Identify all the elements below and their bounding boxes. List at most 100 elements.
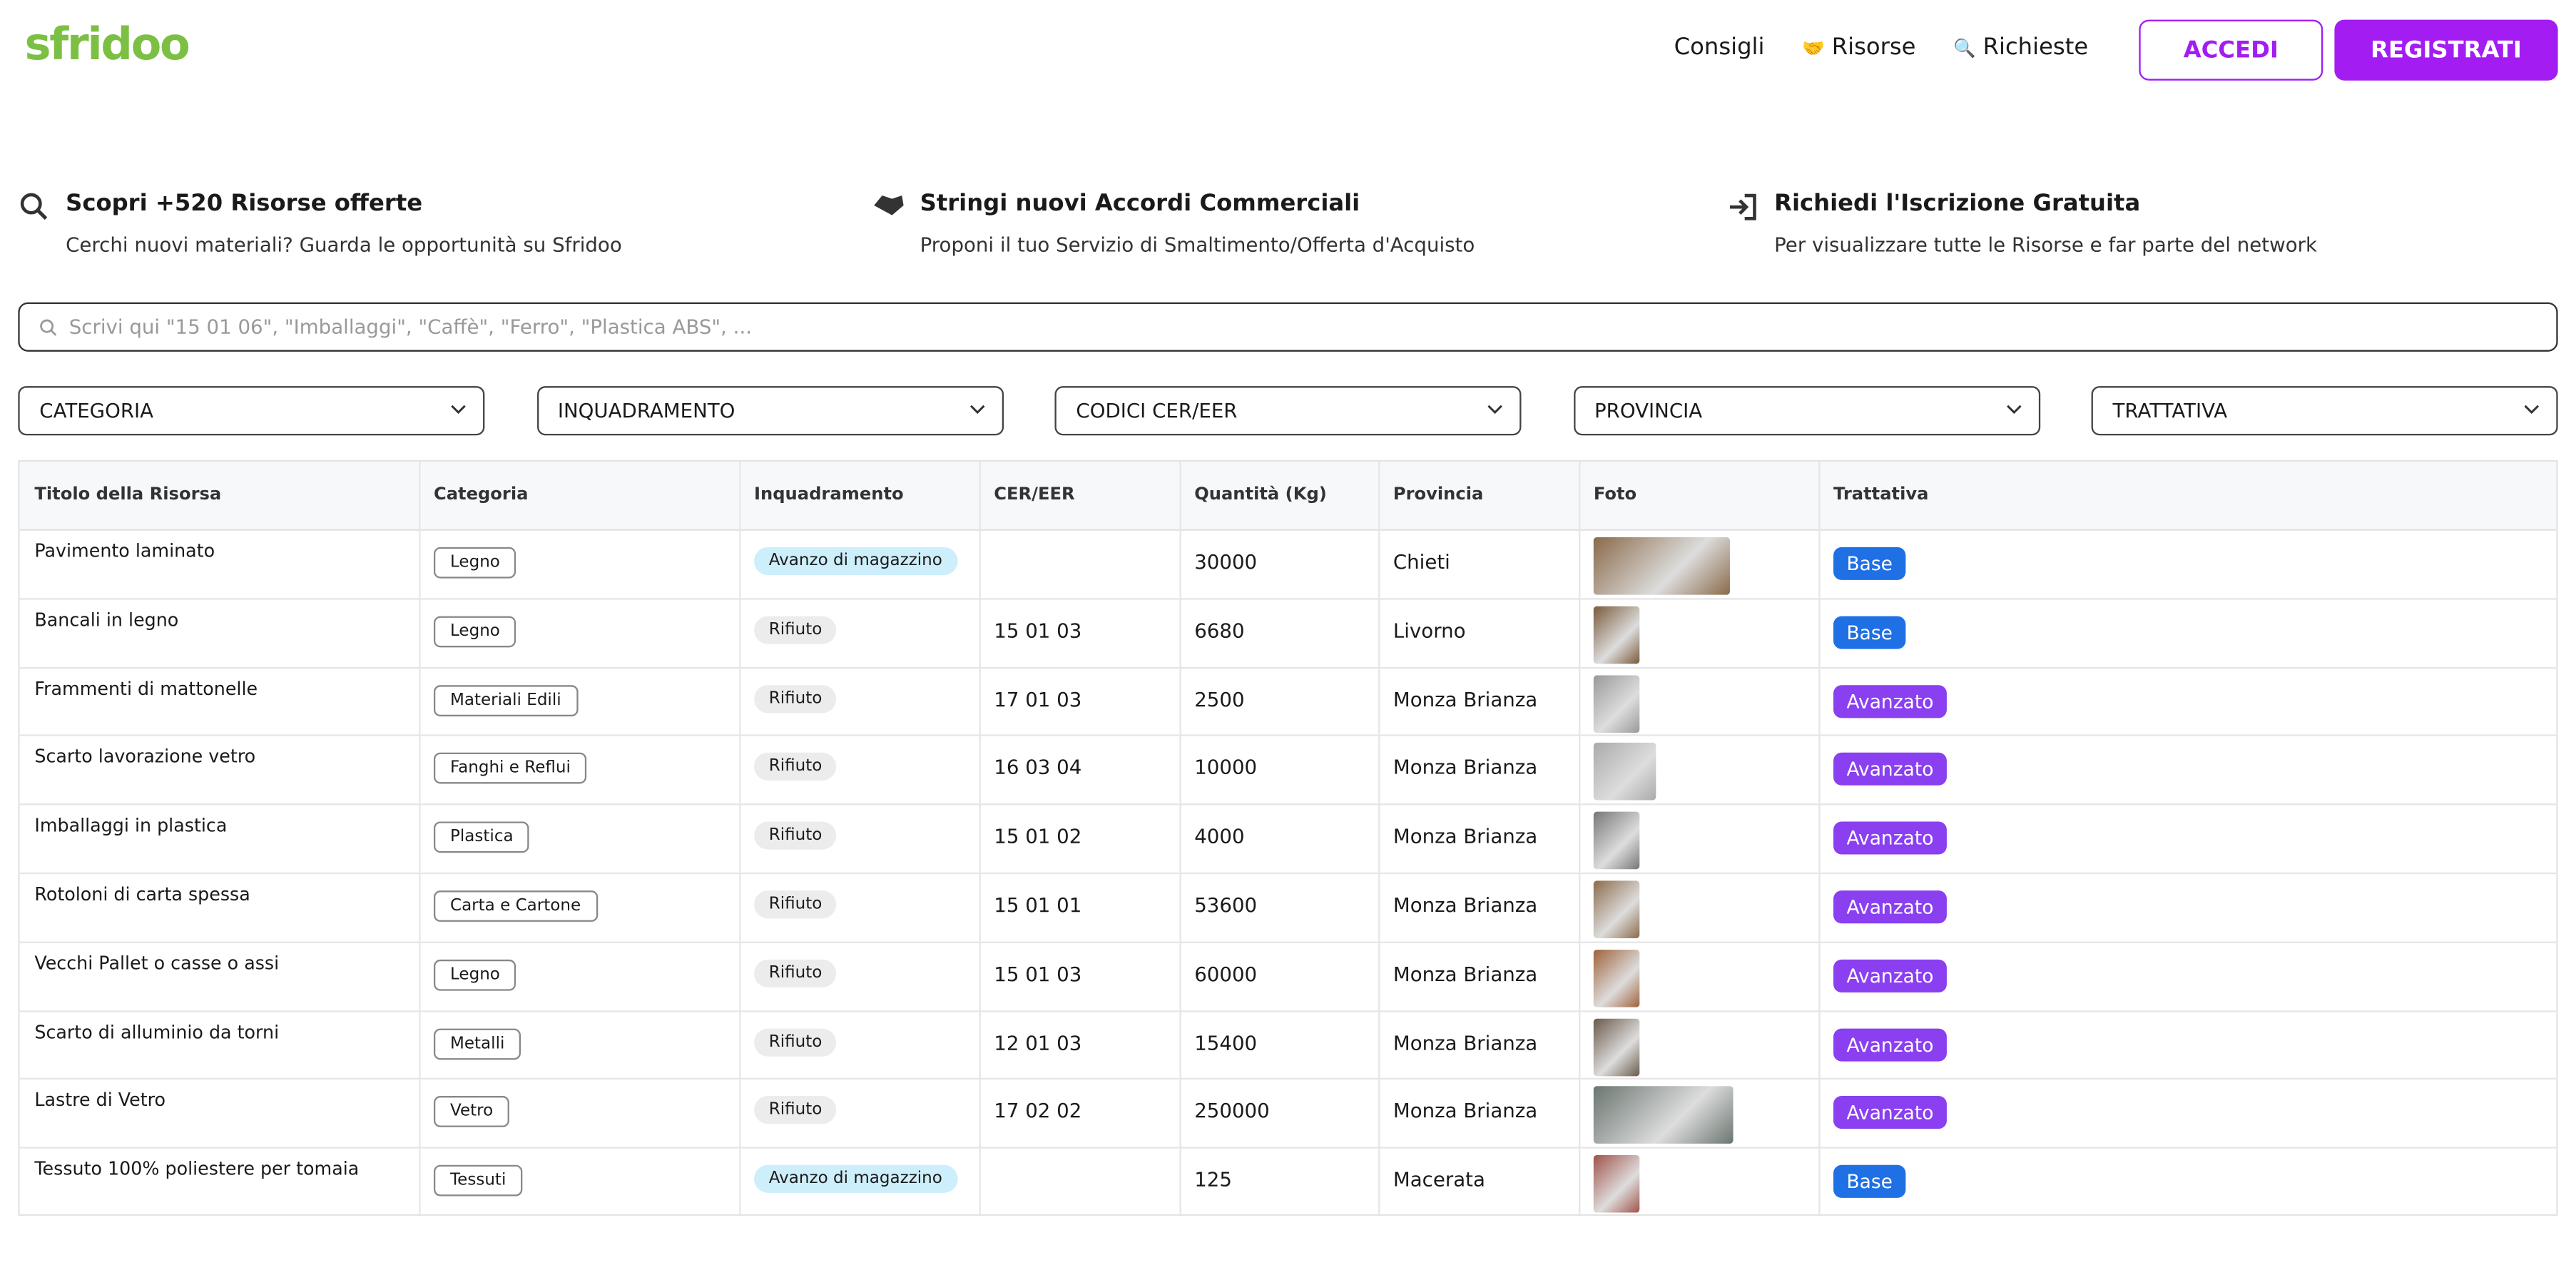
photo[interactable] bbox=[1593, 1087, 1734, 1144]
photo[interactable] bbox=[1593, 1017, 1640, 1076]
table-row[interactable] bbox=[20, 666, 2557, 736]
row-divider bbox=[19, 1078, 2557, 1080]
table-row[interactable] bbox=[20, 804, 2557, 873]
resource-title: Lastre di Vetro bbox=[34, 1089, 166, 1112]
filter-dropdown[interactable]: INQUADRAMENTO bbox=[536, 386, 1003, 436]
deal-badge: Base bbox=[1833, 547, 1906, 580]
province: Monza Brianza bbox=[1393, 825, 1538, 848]
column-header: Provincia bbox=[1393, 484, 1484, 504]
column-header: CER/EER bbox=[994, 484, 1075, 504]
filter-dropdown[interactable]: PROVINCIA bbox=[1573, 386, 2040, 436]
deal-badge: Avanzato bbox=[1833, 959, 1947, 992]
deal-badge: Avanzato bbox=[1833, 1027, 1947, 1061]
cer-code: 17 02 02 bbox=[994, 1099, 1082, 1123]
resource-title: Bancali in legno bbox=[34, 609, 179, 631]
chevron bbox=[2005, 405, 2021, 415]
feature-text: Proponi il tuo Servizio di Smaltimento/O… bbox=[920, 233, 1475, 257]
type-tag: Rifiuto bbox=[754, 890, 838, 919]
column-header: Categoria bbox=[433, 484, 529, 504]
quantity: 15400 bbox=[1194, 1031, 1258, 1055]
category-tag: Legno bbox=[433, 959, 516, 991]
nav-link[interactable]: Richieste bbox=[1982, 34, 2089, 61]
logo[interactable]: sfridoo bbox=[24, 19, 190, 71]
resource-title: Frammenti di mattonelle bbox=[34, 678, 258, 700]
category-tag: Plastica bbox=[433, 821, 530, 853]
province: Monza Brianza bbox=[1393, 893, 1538, 918]
cer-code: 15 01 01 bbox=[994, 893, 1082, 918]
chevron bbox=[2524, 405, 2540, 415]
category-tag: Vetro bbox=[433, 1096, 510, 1128]
deal-badge: Base bbox=[1833, 1165, 1906, 1199]
table-row[interactable] bbox=[20, 1079, 2557, 1148]
photo[interactable] bbox=[1593, 606, 1640, 664]
row-divider bbox=[19, 666, 2557, 669]
chevron bbox=[969, 405, 984, 415]
handshake-icon bbox=[874, 195, 904, 215]
resource-title: Scarto di alluminio da torni bbox=[34, 1021, 280, 1043]
search-icon bbox=[40, 319, 57, 336]
column-divider bbox=[1818, 462, 1821, 1214]
table-row[interactable] bbox=[20, 598, 2557, 667]
filter-dropdown[interactable]: CATEGORIA bbox=[18, 386, 485, 436]
column-header: Foto bbox=[1593, 484, 1637, 504]
row-divider bbox=[19, 1147, 2557, 1149]
type-tag: Rifiuto bbox=[754, 616, 838, 644]
type-tag: Rifiuto bbox=[754, 753, 838, 781]
feature-title: Stringi nuovi Accordi Commerciali bbox=[920, 191, 1360, 217]
table-row[interactable] bbox=[20, 941, 2557, 1010]
nav-link[interactable]: Consigli bbox=[1674, 34, 1765, 61]
column-divider bbox=[419, 462, 421, 1214]
cer-code: 17 01 03 bbox=[994, 687, 1082, 711]
photo[interactable] bbox=[1593, 949, 1640, 1007]
photo[interactable] bbox=[1593, 1155, 1640, 1213]
filter-label: TRATTATIVA bbox=[2112, 399, 2228, 422]
filter-label: PROVINCIA bbox=[1594, 399, 1703, 422]
quantity: 4000 bbox=[1194, 825, 1245, 848]
quantity: 2500 bbox=[1194, 687, 1245, 711]
register-button[interactable]: REGISTRATI bbox=[2334, 19, 2558, 81]
table-row[interactable] bbox=[20, 1010, 2557, 1079]
resource-table: Titolo della Risorsa Categoria Inquadramen… bbox=[18, 459, 2558, 1216]
deal-badge: Avanzato bbox=[1833, 821, 1947, 855]
nav-link[interactable]: Risorse bbox=[1831, 34, 1916, 61]
category-tag: Tessuti bbox=[433, 1165, 523, 1197]
row-divider bbox=[19, 1010, 2557, 1012]
login-button[interactable]: ACCEDI bbox=[2139, 19, 2323, 81]
search-icon bbox=[20, 193, 48, 220]
row-divider bbox=[19, 597, 2557, 600]
type-tag: Rifiuto bbox=[754, 821, 838, 850]
photo[interactable] bbox=[1593, 743, 1656, 801]
quantity: 30000 bbox=[1194, 550, 1258, 574]
photo[interactable] bbox=[1593, 880, 1640, 938]
table-row[interactable] bbox=[20, 1147, 2557, 1216]
photo[interactable] bbox=[1593, 537, 1730, 595]
search-box[interactable]: Scrivi qui "15 01 06", "Imballaggi", "Ca… bbox=[18, 302, 2558, 352]
category-tag: Metalli bbox=[433, 1027, 521, 1060]
type-tag: Avanzo di magazzino bbox=[754, 547, 957, 576]
category-tag: Fanghi e Reflui bbox=[433, 753, 587, 785]
login-icon bbox=[1729, 193, 1756, 220]
deal-badge: Avanzato bbox=[1833, 890, 1947, 924]
cer-code: 16 03 04 bbox=[994, 756, 1082, 780]
quantity: 125 bbox=[1194, 1168, 1232, 1192]
column-header: Quantità (Kg) bbox=[1194, 484, 1327, 504]
photo[interactable] bbox=[1593, 812, 1640, 870]
nav-icon: 🔍 bbox=[1953, 37, 1976, 59]
filter-dropdown[interactable]: CODICI CER/EER bbox=[1054, 386, 1522, 436]
resource-title: Imballaggi in plastica bbox=[34, 815, 228, 837]
cer-code: 12 01 03 bbox=[994, 1031, 1082, 1055]
province: Monza Brianza bbox=[1393, 687, 1538, 711]
table-row[interactable] bbox=[20, 529, 2557, 599]
search-placeholder: Scrivi qui "15 01 06", "Imballaggi", "Ca… bbox=[68, 315, 753, 339]
table-header bbox=[19, 462, 2557, 531]
column-header: Inquadramento bbox=[754, 484, 904, 504]
row-divider bbox=[19, 872, 2557, 875]
cer-code: 15 01 03 bbox=[994, 619, 1082, 642]
table-row[interactable] bbox=[20, 735, 2557, 804]
filter-dropdown[interactable]: TRATTATIVA bbox=[2091, 386, 2558, 436]
row-divider bbox=[19, 941, 2557, 943]
table-row[interactable] bbox=[20, 873, 2557, 942]
feature-title: Scopri +520 Risorse offerte bbox=[66, 191, 423, 217]
photo[interactable] bbox=[1593, 674, 1640, 733]
